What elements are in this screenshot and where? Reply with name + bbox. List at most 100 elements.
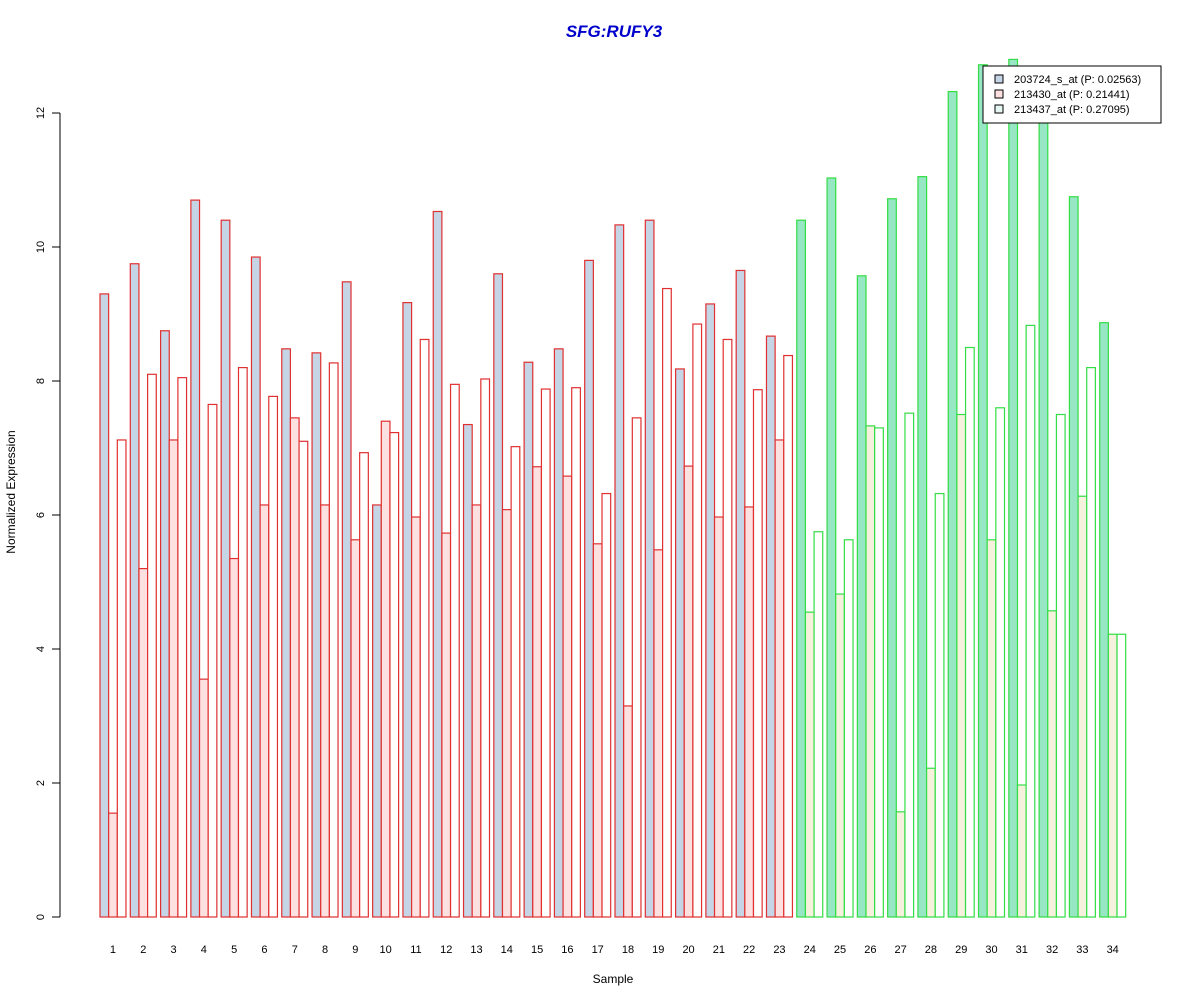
bar (493, 273, 504, 918)
bar (813, 531, 824, 918)
x-tick-label: 32 (1046, 944, 1058, 956)
x-tick-label: 33 (1076, 944, 1088, 956)
y-tick-label: 2 (35, 780, 47, 786)
bar (843, 539, 854, 918)
bar (644, 219, 655, 918)
chart-title: SFG:RUFY3 (566, 22, 663, 41)
x-tick-label: 31 (1016, 944, 1028, 956)
legend-label: 203724_s_at (P: 0.02563) (1014, 74, 1141, 86)
x-tick-label: 28 (925, 944, 937, 956)
bar (501, 509, 512, 918)
legend-box (982, 65, 1162, 124)
bar (674, 368, 685, 918)
bar (147, 373, 157, 918)
bar (480, 378, 491, 918)
bar (289, 417, 300, 918)
y-tick-label: 6 (35, 512, 47, 518)
bar (947, 90, 958, 918)
bar (1116, 633, 1127, 918)
bar (977, 64, 988, 918)
bar (449, 383, 460, 918)
x-tick-label: 9 (352, 944, 358, 956)
x-tick-label: 1 (110, 944, 116, 956)
y-tick-label: 4 (35, 646, 47, 652)
x-tick-label: 17 (592, 944, 604, 956)
y-axis: 0 2 4 6 8 10 12 (35, 107, 61, 920)
x-tick-label: 3 (171, 944, 177, 956)
bar (956, 413, 967, 918)
bar (895, 811, 906, 918)
bar (744, 506, 755, 918)
bar (1055, 413, 1066, 918)
bar (389, 431, 400, 918)
bar (653, 549, 664, 918)
x-tick-label: 11 (410, 944, 421, 956)
bar (774, 439, 785, 918)
bar (1047, 610, 1058, 918)
bar (1068, 196, 1079, 918)
bar (229, 557, 240, 918)
bar (765, 335, 776, 918)
bar (887, 198, 897, 918)
bar (532, 466, 543, 918)
bar (320, 504, 330, 918)
bar (735, 269, 746, 918)
bar (584, 259, 594, 918)
bar (934, 492, 945, 918)
bar (1016, 784, 1027, 918)
bar (471, 504, 482, 918)
bar (964, 346, 975, 918)
x-tick-labels: 1 2 3 4 5 6 7 8 9 10 11 12 13 14 15 16 17 18 19 20 21 22 23 24 2… (110, 944, 1119, 956)
legend-label: 213430_at (P: 0.21441) (1014, 89, 1130, 101)
bar (350, 539, 361, 918)
bar (601, 492, 612, 918)
bar (190, 199, 201, 918)
bar (865, 425, 876, 918)
x-tick-label: 21 (713, 944, 725, 956)
bar (986, 539, 997, 918)
y-tick-label: 0 (35, 914, 47, 920)
x-tick-label: 2 (140, 944, 146, 956)
bar (662, 287, 672, 918)
x-tick-label: 26 (864, 944, 876, 956)
bar (523, 361, 534, 918)
bar (1099, 322, 1109, 918)
bar (783, 354, 794, 918)
bar (159, 330, 170, 918)
x-tick-label: 27 (895, 944, 907, 956)
legend: 203724_s_at (P: 0.02563) 213430_at (P: 0.… (982, 65, 1162, 124)
bar (623, 705, 633, 918)
bar (116, 439, 127, 918)
bar (198, 678, 209, 918)
bar (268, 395, 279, 918)
bar (328, 362, 339, 918)
bar (462, 423, 473, 918)
bar (432, 210, 443, 918)
x-tick-label: 12 (440, 944, 452, 956)
bar (372, 504, 382, 918)
bar (402, 302, 413, 918)
x-tick-label: 14 (501, 944, 513, 956)
y-axis-label: Normalized Expression (4, 430, 18, 553)
x-tick-label: 16 (561, 944, 573, 956)
bar (220, 219, 231, 918)
bar (510, 446, 521, 918)
x-tick-label: 15 (531, 944, 543, 956)
legend-swatch (994, 89, 1004, 99)
bar (904, 412, 915, 918)
y-tick-label: 10 (35, 241, 47, 253)
bar (250, 256, 261, 918)
x-tick-label: 5 (231, 944, 237, 956)
bar (1077, 495, 1088, 918)
bar (804, 611, 815, 918)
x-tick-label: 19 (652, 944, 664, 956)
bar (592, 543, 603, 918)
y-tick-label: 12 (35, 107, 47, 119)
bar (683, 465, 694, 918)
bar (138, 567, 149, 918)
x-tick-label: 29 (955, 944, 967, 956)
x-axis-label: Sample (593, 972, 634, 986)
bar (835, 593, 845, 918)
bar (108, 812, 118, 918)
